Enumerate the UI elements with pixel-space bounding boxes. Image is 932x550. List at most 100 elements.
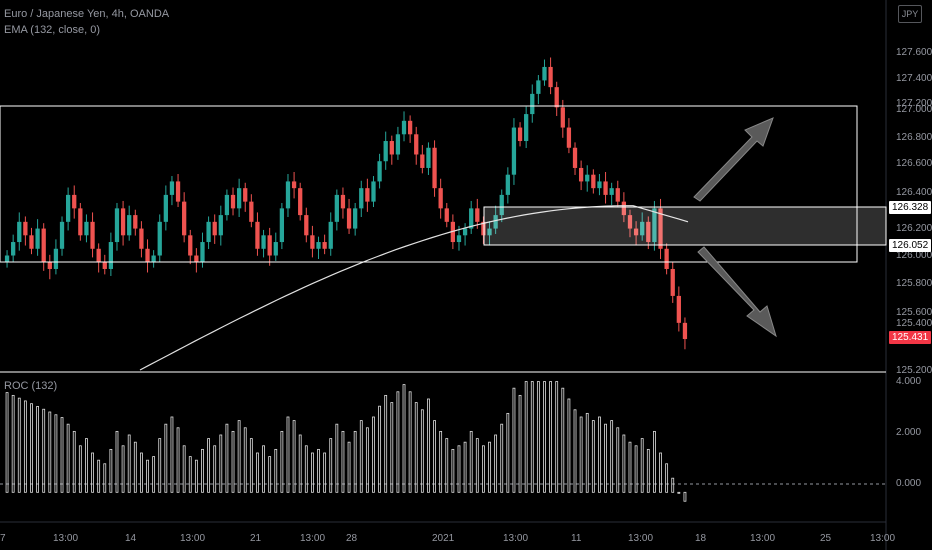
up-arrow[interactable] [693, 117, 774, 202]
candle-body[interactable] [35, 228, 40, 249]
candle-body[interactable] [139, 228, 144, 249]
candle-body[interactable] [145, 248, 150, 263]
candle-body[interactable] [365, 188, 370, 202]
candle-body[interactable] [414, 134, 419, 155]
candle-body[interactable] [218, 215, 223, 236]
candle-body[interactable] [664, 248, 669, 269]
candle-body[interactable] [322, 242, 327, 249]
candle-body[interactable] [65, 194, 71, 222]
candle-body[interactable] [462, 228, 468, 236]
candle-body[interactable] [328, 221, 333, 249]
candle-body[interactable] [243, 188, 248, 202]
candle-body[interactable] [597, 181, 602, 189]
candle-body[interactable] [395, 134, 401, 155]
candle-body[interactable] [334, 194, 339, 222]
candle-body[interactable] [469, 208, 474, 229]
candle-body[interactable] [175, 181, 181, 202]
candle-body[interactable] [444, 208, 449, 222]
roc-legend[interactable]: ROC (132) [4, 380, 58, 392]
candle-body[interactable] [566, 127, 572, 148]
candle-body[interactable] [377, 161, 382, 182]
candle-body[interactable] [236, 188, 242, 209]
candle-body[interactable] [285, 181, 291, 209]
down-arrow[interactable] [697, 246, 777, 338]
candle-body[interactable] [163, 194, 168, 222]
candle-body[interactable] [194, 255, 199, 263]
symbol-legend[interactable]: Euro / Japanese Yen, 4h, OANDA [4, 8, 170, 20]
candle-body[interactable] [401, 120, 407, 135]
candle-body[interactable] [29, 235, 34, 249]
candle-body[interactable] [206, 221, 211, 243]
ema-legend[interactable]: EMA (132, close, 0) [4, 24, 100, 36]
candle-body[interactable] [78, 208, 83, 236]
candle-body[interactable] [475, 208, 480, 222]
candle-body[interactable] [493, 215, 498, 229]
currency-badge[interactable]: JPY [898, 5, 922, 23]
candle-body[interactable] [682, 322, 688, 340]
candle-body[interactable] [542, 66, 547, 81]
candle-body[interactable] [487, 228, 492, 236]
candle-body[interactable] [438, 188, 443, 209]
candle-body[interactable] [627, 215, 633, 229]
candle-body[interactable] [17, 221, 22, 243]
last-price-tag[interactable]: 125.431 [889, 331, 932, 344]
candle-body[interactable] [511, 127, 517, 175]
candle-body[interactable] [536, 80, 541, 94]
candle-body[interactable] [200, 242, 205, 263]
candle-body[interactable] [261, 235, 266, 249]
candle-body[interactable] [389, 141, 394, 155]
candle-body[interactable] [84, 221, 89, 236]
range-box[interactable] [0, 105, 858, 263]
candle-body[interactable] [530, 93, 535, 115]
candle-body[interactable] [359, 188, 364, 209]
candle-body[interactable] [169, 181, 175, 195]
key-zone-box[interactable] [483, 206, 887, 246]
candle-body[interactable] [157, 221, 162, 256]
candle-body[interactable] [456, 235, 462, 243]
candle-body[interactable] [658, 208, 663, 249]
candle-body[interactable] [224, 194, 230, 216]
candle-body[interactable] [316, 242, 321, 249]
candle-body[interactable] [420, 154, 425, 168]
candle-body[interactable] [640, 221, 645, 236]
candle-body[interactable] [591, 174, 596, 189]
candle-body[interactable] [41, 228, 46, 263]
candle-body[interactable] [572, 147, 578, 168]
candle-body[interactable] [102, 262, 107, 269]
candle-body[interactable] [47, 262, 52, 269]
candle-body[interactable] [291, 181, 297, 189]
candle-body[interactable] [114, 208, 120, 243]
candle-body[interactable] [633, 228, 639, 236]
candle-body[interactable] [524, 114, 529, 142]
candle-body[interactable] [346, 208, 352, 229]
candle-body[interactable] [670, 268, 675, 296]
candle-body[interactable] [432, 147, 437, 189]
candle-body[interactable] [230, 194, 236, 209]
candle-body[interactable] [53, 248, 59, 269]
candle-body[interactable] [108, 242, 114, 269]
candle-body[interactable] [267, 235, 272, 256]
candle-body[interactable] [212, 221, 217, 236]
candle-body[interactable] [609, 188, 614, 195]
candle-body[interactable] [90, 221, 95, 249]
candle-body[interactable] [517, 127, 523, 142]
candle-body[interactable] [560, 107, 565, 128]
candle-body[interactable] [407, 120, 413, 135]
candle-body[interactable] [353, 208, 358, 229]
candle-body[interactable] [120, 208, 126, 236]
candle-body[interactable] [481, 221, 486, 236]
candle-body[interactable] [578, 167, 584, 182]
candle-body[interactable] [4, 255, 10, 263]
candle-body[interactable] [279, 208, 285, 243]
candle-body[interactable] [310, 235, 315, 249]
candle-body[interactable] [127, 215, 132, 236]
candle-body[interactable] [505, 174, 510, 195]
candle-body[interactable] [151, 255, 156, 263]
candle-body[interactable] [59, 221, 65, 249]
candle-body[interactable] [273, 242, 278, 256]
candle-body[interactable] [11, 242, 16, 256]
candle-body[interactable] [652, 208, 657, 243]
candle-body[interactable] [96, 248, 101, 263]
candle-body[interactable] [426, 147, 431, 168]
